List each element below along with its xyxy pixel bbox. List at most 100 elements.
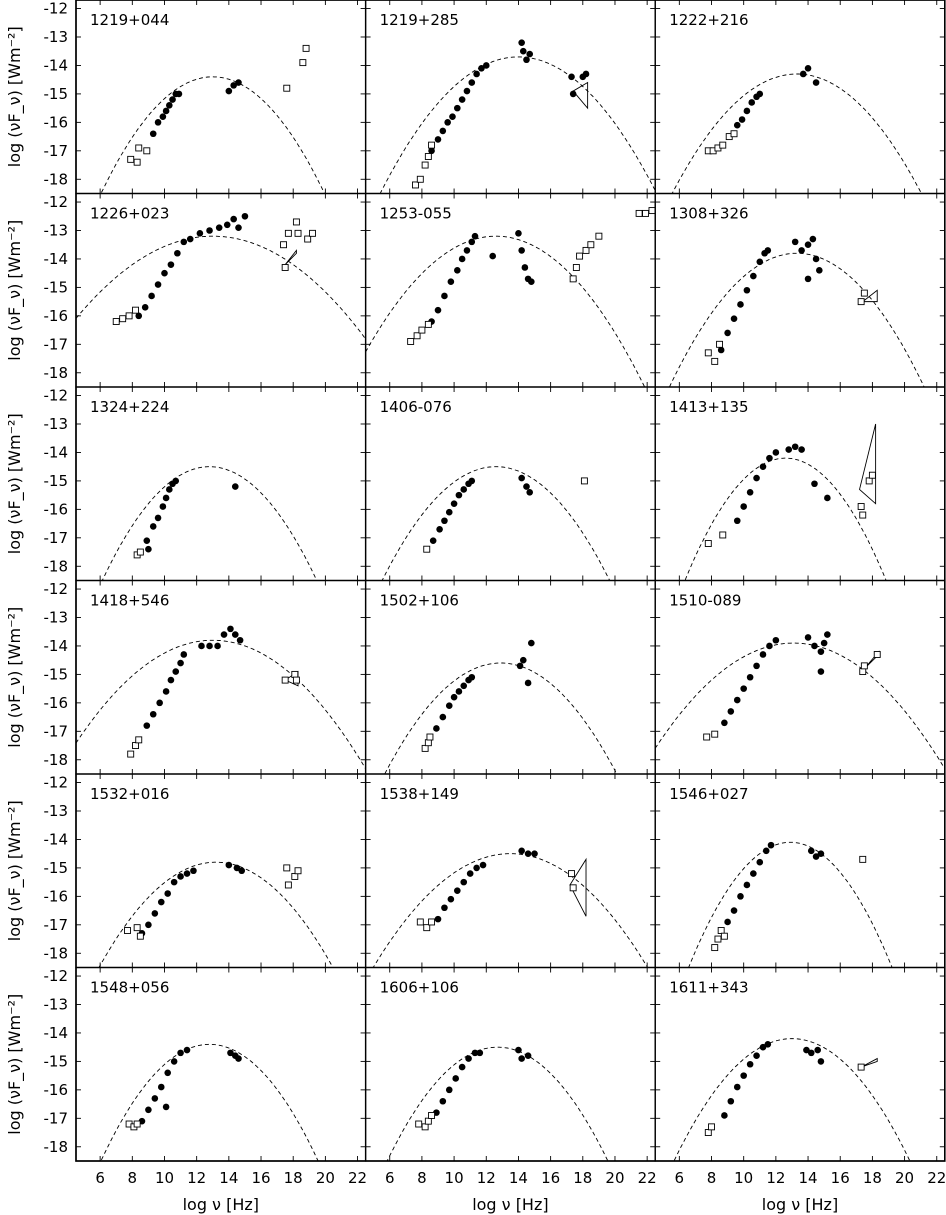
filled-data-point [156,699,163,707]
source-name: 1418+546 [90,592,169,610]
x-tick-label: 16 [251,1169,270,1187]
filled-data-point [460,486,468,493]
filled-data-point [524,1052,532,1060]
filled-data-point [807,847,815,855]
open-data-point [719,141,727,149]
filled-data-point [733,121,741,129]
filled-data-point [746,488,754,496]
source-name: 1219+285 [380,11,459,29]
filled-data-point [186,235,194,243]
panel-border [654,192,946,388]
x-tick-label: 16 [831,1169,850,1187]
y-tick-label: -12 [44,774,69,792]
filled-data-point [196,230,204,237]
x-tick-label: 14 [509,1169,528,1187]
y-tick-label: -13 [44,802,69,820]
filled-data-point [721,719,728,727]
open-data-point [424,320,432,328]
parabola-fit-curve [684,457,887,581]
filled-data-point [167,261,175,268]
panel-border [654,0,946,195]
source-name: 1606+106 [380,979,459,997]
open-data-point [704,540,712,547]
x-tick-label: 18 [573,1169,592,1187]
open-data-point [281,676,289,684]
open-data-point [424,1117,432,1125]
filled-data-point [762,847,770,855]
sed-panel: 1324+224 [75,386,367,582]
open-data-point [291,670,299,678]
filled-data-point [170,878,178,886]
open-data-point [857,1063,865,1071]
filled-data-point [445,508,453,516]
open-data-point [281,264,289,271]
filled-data-point [190,867,197,875]
filled-data-point [824,631,831,638]
filled-data-point [154,514,162,522]
x-tick-label: 6 [95,1169,105,1187]
filled-data-point [721,1112,728,1119]
panel-border [75,386,367,582]
y-tick-label: -12 [44,387,69,405]
filled-data-point [143,537,151,544]
open-data-point [283,864,291,872]
y-tick-label: -12 [44,967,69,985]
filled-data-point [746,1060,754,1068]
panel-border [364,579,656,775]
filled-data-point [479,861,487,869]
sed-panel: 1606+106 [364,966,656,1162]
filled-data-point [447,278,455,286]
sed-panel: 1406-076 [364,386,656,582]
x-tick-label: 8 [417,1169,427,1187]
filled-data-point [235,79,242,86]
open-data-point [421,744,429,752]
filled-data-point [748,99,756,106]
filled-data-point [445,1086,453,1094]
panel-border [654,773,946,969]
open-data-point [719,531,727,539]
filled-data-point [743,286,751,294]
filled-data-point [177,659,184,667]
filled-data-point [444,119,451,126]
filled-data-point [164,890,172,897]
y-tick-label: -17 [44,722,69,740]
parabola-fit-curve [98,861,334,968]
open-data-point [299,59,307,67]
filled-data-point [235,224,242,231]
filled-data-point [433,725,440,732]
open-data-point [572,264,580,271]
parabola-fit-curve [100,1043,319,1161]
parabola-fit-curve [76,235,366,340]
xray-bowtie [861,289,878,303]
open-data-point [857,298,865,306]
open-data-point [648,207,656,215]
y-tick-label: -16 [44,500,69,518]
filled-data-point [454,267,461,274]
filled-data-point [569,90,577,98]
source-name: 1406-076 [380,398,452,416]
open-data-point [135,736,143,744]
filled-data-point [724,918,731,926]
open-data-point [580,477,588,485]
open-data-point [284,229,292,237]
filled-data-point [468,238,476,246]
filled-data-point [515,1046,522,1054]
filled-data-point [730,315,738,323]
filled-data-point [799,70,807,78]
y-axis-title: log (νF_ν) [Wm⁻²] [5,413,25,554]
filled-data-point [428,147,435,155]
open-data-point [133,924,141,932]
filled-data-point [811,480,818,488]
filled-data-point [743,881,751,889]
filled-data-point [804,275,812,283]
x-tick-label: 8 [707,1169,717,1187]
source-name: 1253-055 [380,205,452,223]
open-data-point [125,312,133,320]
open-data-point [304,235,312,243]
filled-data-point [460,878,468,886]
open-data-point [136,548,144,556]
sed-panel: 1253-055 [364,192,656,388]
open-data-point [412,181,419,189]
x-tick-label: 20 [895,1169,914,1187]
xray-bowtie [569,857,587,917]
